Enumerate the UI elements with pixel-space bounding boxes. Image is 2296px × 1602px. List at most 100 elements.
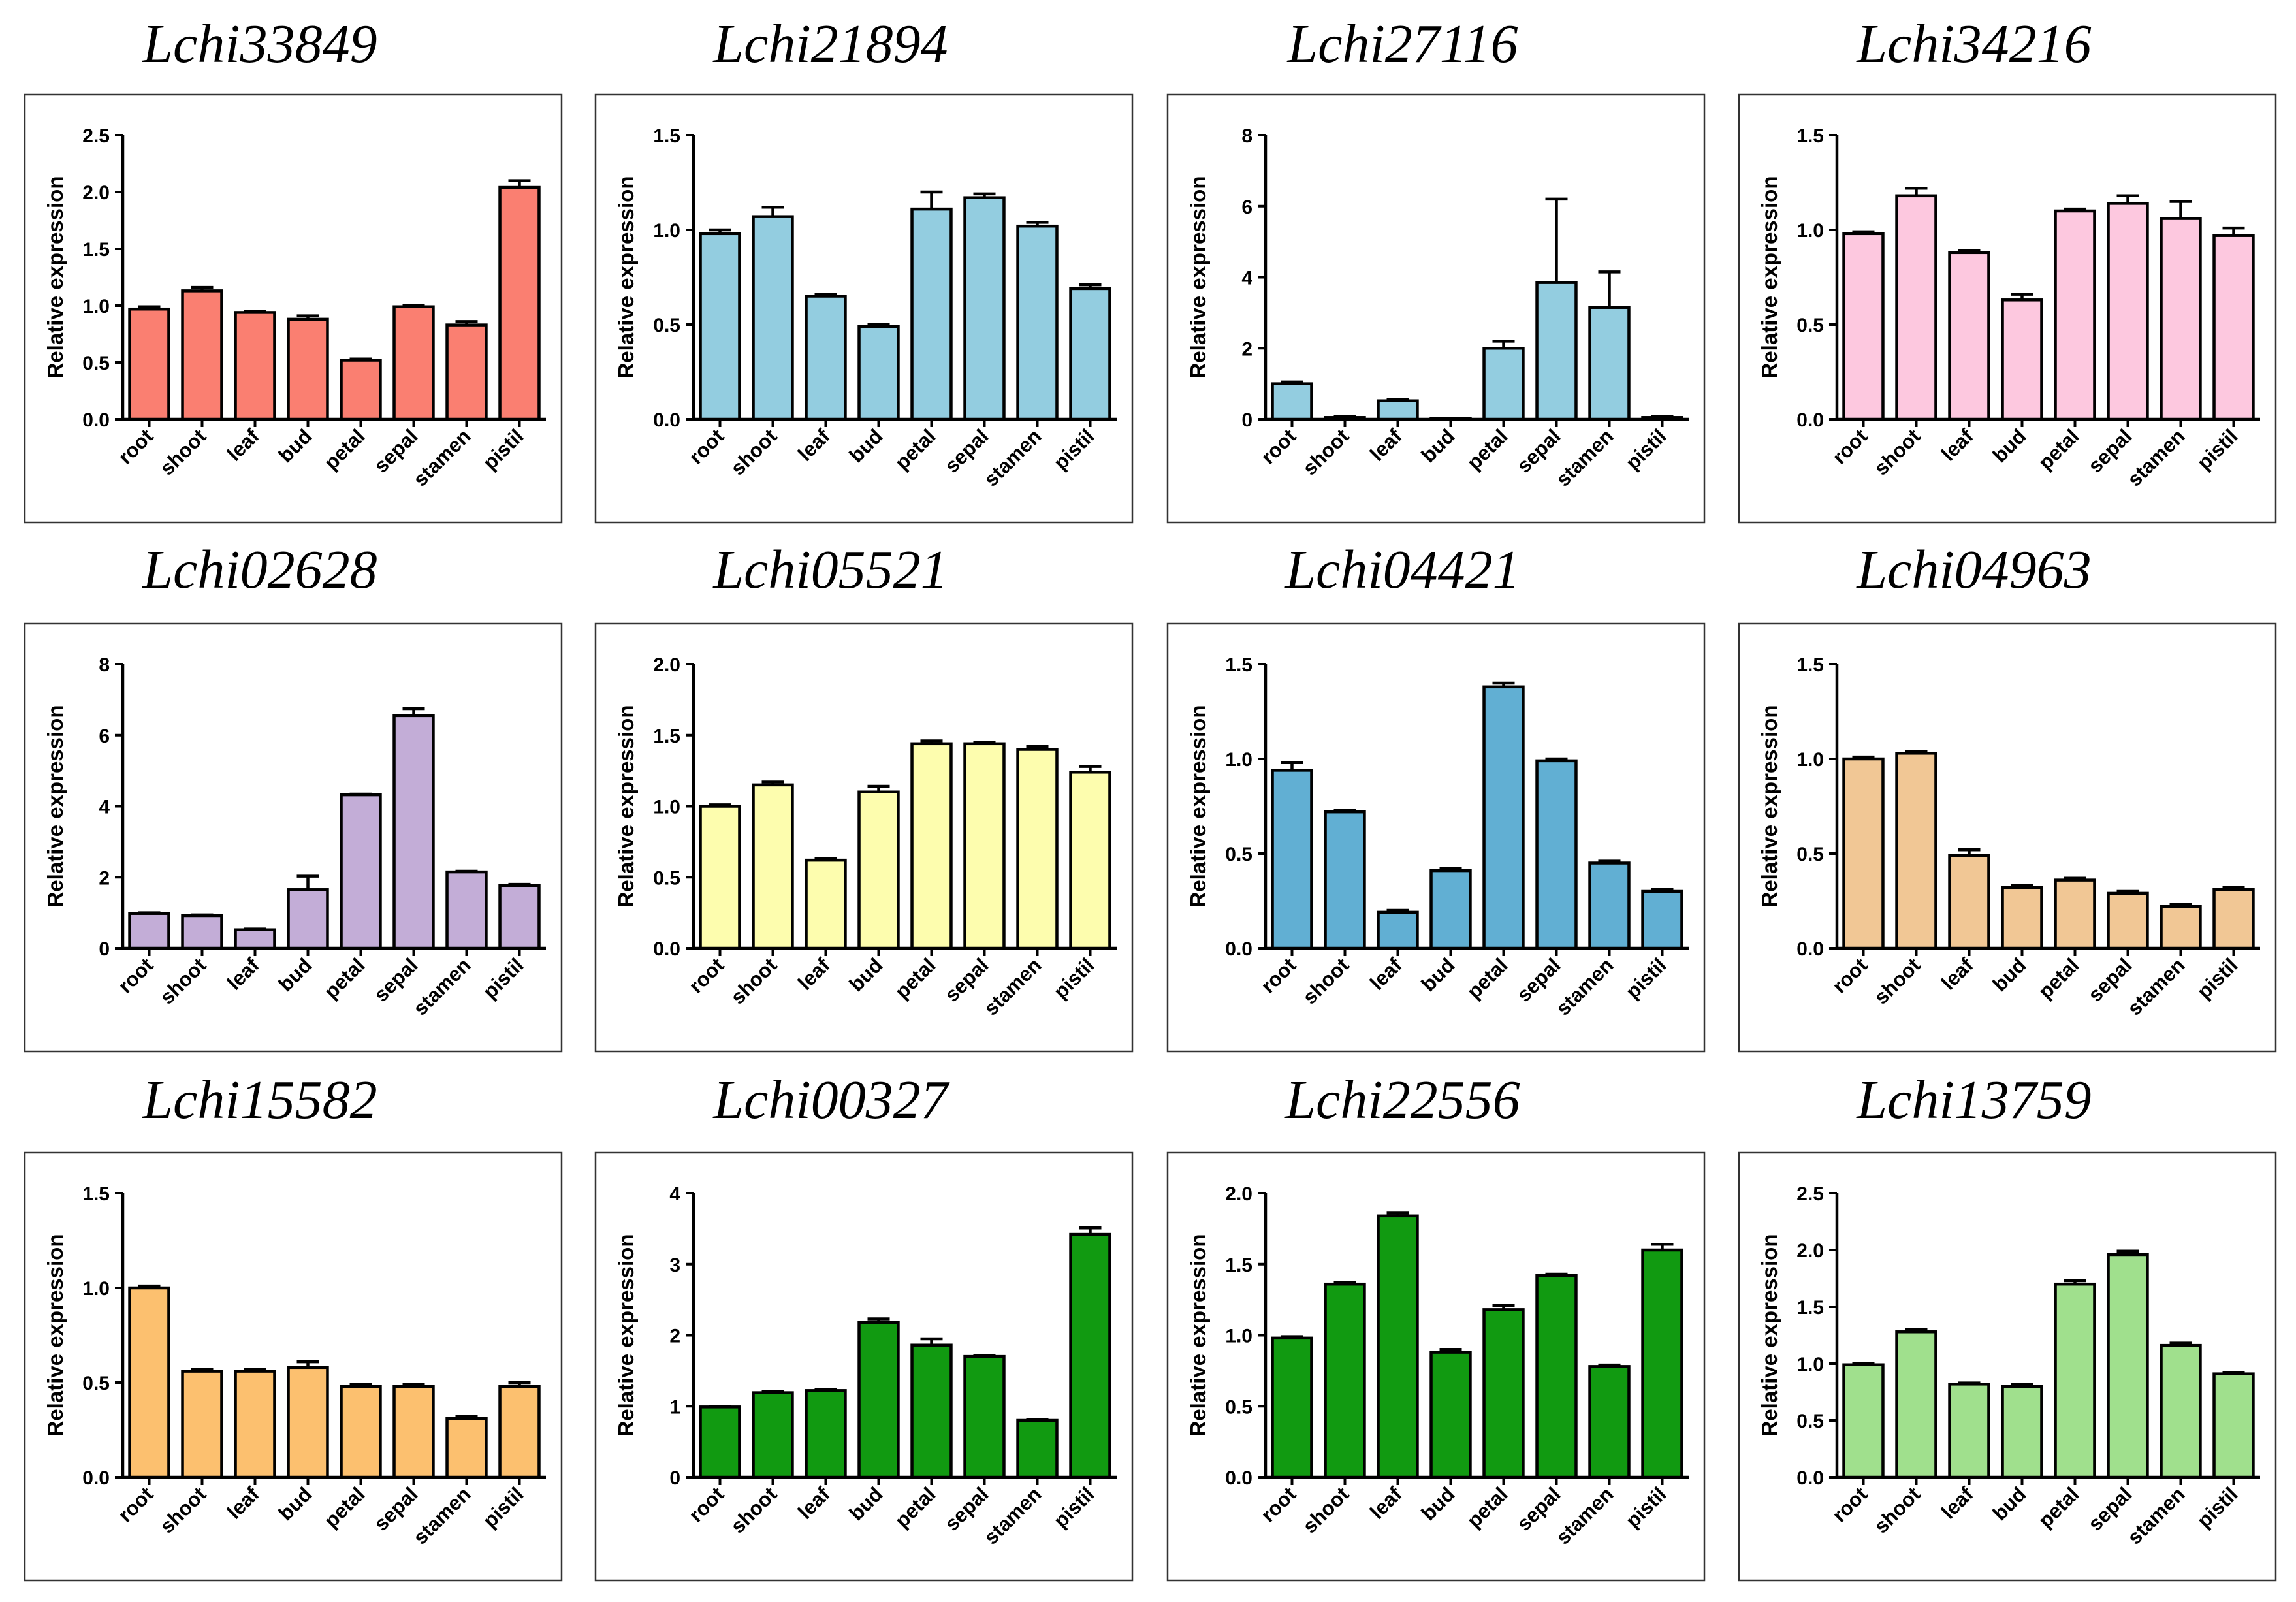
chart-frame bbox=[1166, 622, 1706, 1053]
bar-shoot bbox=[181, 289, 223, 421]
bar-petal bbox=[1482, 347, 1525, 421]
y-tick-label: 1.0 bbox=[1796, 220, 1824, 242]
y-tick-label: 0.5 bbox=[82, 353, 110, 374]
chart-panel-lchi22556: Lchi22556 Relative expression 0.0 0.5 1.0 1.5… bbox=[1166, 1070, 1706, 1582]
bar-bud bbox=[857, 325, 900, 421]
y-tick-label: 1.0 bbox=[1796, 749, 1824, 771]
y-axis-label: Relative expression bbox=[1757, 176, 1781, 379]
y-tick-label: 8 bbox=[99, 654, 110, 676]
bar-shoot bbox=[1324, 416, 1366, 421]
y-tick-label: 0.0 bbox=[1796, 409, 1824, 431]
bar-stamen bbox=[2160, 905, 2202, 950]
y-axis-label: Relative expression bbox=[43, 176, 67, 379]
bar-pistil bbox=[498, 884, 541, 950]
y-tick-label: 4 bbox=[669, 1183, 680, 1205]
y-tick-label: 0 bbox=[669, 1467, 680, 1489]
chart-frame bbox=[24, 622, 563, 1053]
bar-sepal bbox=[1535, 281, 1578, 421]
bar-root bbox=[128, 912, 170, 950]
chart-title: Lchi13759 bbox=[1856, 1070, 2091, 1130]
y-tick-label: 1.5 bbox=[1225, 654, 1252, 676]
chart-title: Lchi02628 bbox=[142, 539, 377, 600]
y-tick-label: 1.5 bbox=[82, 239, 110, 261]
y-tick-label: 0.5 bbox=[1796, 844, 1824, 865]
y-tick-label: 2.5 bbox=[82, 125, 110, 147]
bar-stamen bbox=[1588, 861, 1631, 950]
bar-leaf bbox=[234, 1370, 276, 1479]
bar-sepal bbox=[2107, 202, 2149, 421]
bar-leaf bbox=[805, 1389, 847, 1479]
y-tick-label: 1 bbox=[669, 1396, 680, 1418]
bar-shoot bbox=[1324, 1282, 1366, 1479]
bar-petal bbox=[910, 207, 953, 421]
y-tick-label: 2 bbox=[1241, 338, 1252, 360]
bar-stamen bbox=[1016, 748, 1059, 950]
bar-shoot bbox=[1895, 752, 1937, 950]
bar-pistil bbox=[1069, 1232, 1111, 1479]
y-tick-label: 0.0 bbox=[653, 409, 680, 431]
bar-leaf bbox=[1948, 251, 1990, 421]
y-tick-label: 0.0 bbox=[1225, 1467, 1252, 1489]
bar-leaf bbox=[1377, 399, 1419, 421]
bar-root bbox=[699, 805, 741, 950]
chart-panel-lchi34216: Lchi34216 Relative expression 0.0 0.5 1.0 1.5… bbox=[1738, 14, 2277, 524]
y-tick-label: 0.5 bbox=[653, 867, 680, 889]
bar-bud bbox=[857, 790, 900, 950]
y-tick-label: 1.0 bbox=[1225, 1326, 1252, 1347]
y-tick-label: 0 bbox=[1241, 409, 1252, 431]
y-tick-label: 0.5 bbox=[1225, 844, 1252, 865]
y-tick-label: 2.0 bbox=[1796, 1240, 1824, 1262]
y-axis-label: Relative expression bbox=[1757, 1234, 1781, 1437]
y-axis-label: Relative expression bbox=[1186, 705, 1210, 908]
y-tick-label: 1.0 bbox=[1796, 1354, 1824, 1375]
chart-title: Lchi34216 bbox=[1856, 14, 2091, 74]
y-tick-label: 1.5 bbox=[653, 125, 680, 147]
y-tick-label: 0.5 bbox=[1225, 1396, 1252, 1418]
chart-title: Lchi04963 bbox=[1856, 539, 2091, 600]
y-tick-label: 2 bbox=[669, 1326, 680, 1347]
bar-shoot bbox=[752, 215, 794, 421]
bar-root bbox=[1842, 232, 1885, 421]
y-axis-label: Relative expression bbox=[614, 1234, 638, 1437]
bar-petal bbox=[1482, 685, 1525, 950]
y-tick-label: 1.0 bbox=[82, 1278, 110, 1300]
bar-root bbox=[1271, 769, 1313, 950]
y-axis-label: Relative expression bbox=[614, 705, 638, 908]
y-axis-label: Relative expression bbox=[614, 176, 638, 379]
bar-stamen bbox=[2160, 217, 2202, 421]
chart-title: Lchi22556 bbox=[1284, 1070, 1520, 1130]
bar-root bbox=[1842, 757, 1885, 950]
bar-pistil bbox=[1641, 1248, 1683, 1479]
bar-leaf bbox=[805, 295, 847, 421]
y-tick-label: 0.0 bbox=[82, 1467, 110, 1489]
bar-shoot bbox=[752, 783, 794, 950]
y-axis-label: Relative expression bbox=[1186, 1234, 1210, 1437]
y-tick-label: 2.0 bbox=[1225, 1183, 1252, 1205]
y-tick-label: 1.0 bbox=[653, 220, 680, 242]
bar-bud bbox=[1429, 869, 1472, 950]
bar-shoot bbox=[1895, 194, 1937, 421]
bar-stamen bbox=[1588, 1365, 1631, 1479]
bar-bud bbox=[2001, 1385, 2043, 1479]
y-tick-label: 4 bbox=[1241, 268, 1252, 289]
y-tick-label: 1.5 bbox=[1796, 654, 1824, 676]
bar-bud bbox=[2001, 886, 2043, 950]
chart-panel-lchi05521: Lchi05521 Relative expression 0.0 0.5 1.0 1.5… bbox=[594, 539, 1134, 1053]
bar-bud bbox=[2001, 298, 2043, 421]
bar-sepal bbox=[963, 196, 1006, 421]
bar-root bbox=[128, 1286, 170, 1479]
bar-bud bbox=[287, 317, 329, 421]
chart-title: Lchi04421 bbox=[1284, 539, 1520, 600]
bar-sepal bbox=[392, 1385, 435, 1479]
y-tick-label: 2.0 bbox=[653, 654, 680, 676]
y-tick-label: 0 bbox=[99, 938, 110, 960]
bar-pistil bbox=[1069, 287, 1111, 421]
chart-title: Lchi21894 bbox=[712, 14, 948, 74]
chart-panel-lchi04963: Lchi04963 Relative expression 0.0 0.5 1.0 1.5… bbox=[1738, 539, 2277, 1053]
y-tick-label: 0.0 bbox=[1225, 938, 1252, 960]
bar-root bbox=[1271, 1336, 1313, 1479]
y-tick-label: 1.0 bbox=[82, 296, 110, 317]
bar-petal bbox=[910, 1343, 953, 1479]
